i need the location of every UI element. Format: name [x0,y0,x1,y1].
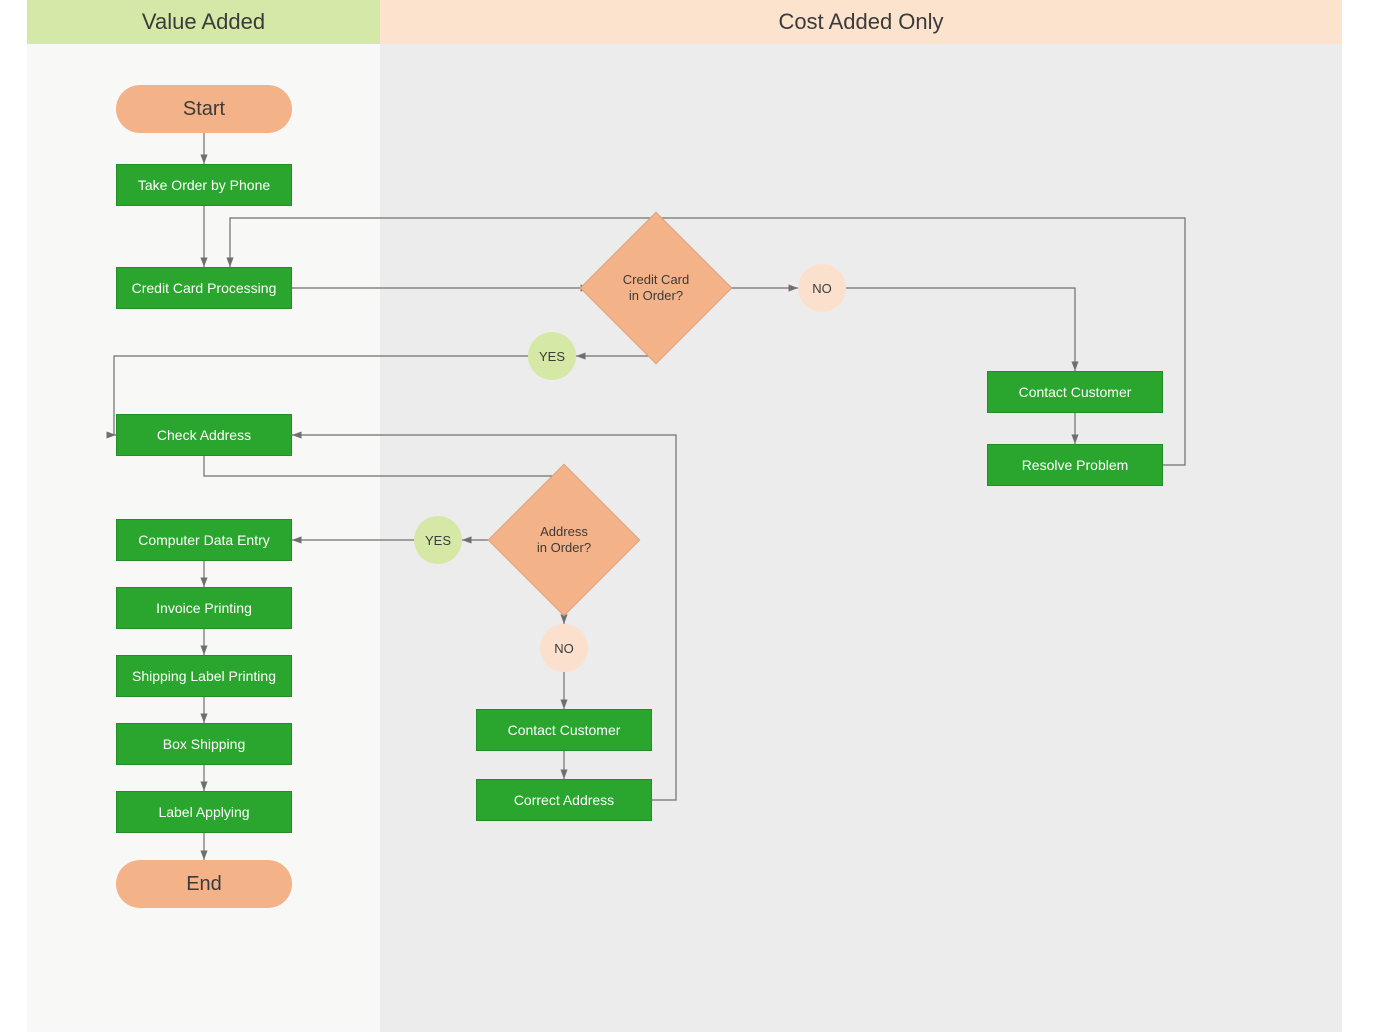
node-label: NO [812,281,832,296]
node-label: Box Shipping [163,736,246,752]
node-label: Computer Data Entry [138,532,270,548]
node-addr_yes: YES [414,516,462,564]
node-cc_no: NO [798,264,846,312]
lane-title: Cost Added Only [778,9,943,35]
node-data_entry: Computer Data Entry [116,519,292,561]
node-label: Resolve Problem [1022,457,1129,473]
node-take_order: Take Order by Phone [116,164,292,206]
node-label: NO [554,641,574,656]
node-cc_yes: YES [528,332,576,380]
node-check_addr: Check Address [116,414,292,456]
flowchart-canvas: Value Added Cost Added Only Start Take Or… [0,0,1375,1032]
node-label: Credit Card Processing [132,280,277,296]
node-label: Label Applying [158,804,249,820]
node-start: Start [116,85,292,133]
node-cc_proc: Credit Card Processing [116,267,292,309]
node-label: Contact Customer [1019,384,1132,400]
node-label: YES [425,533,451,548]
node-label: Start [183,98,225,121]
node-label: Take Order by Phone [138,177,270,193]
lane-header-value-added: Value Added [27,0,380,44]
node-label: Correct Address [514,792,614,808]
node-contact1: Contact Customer [987,371,1163,413]
node-addr_decision: Addressin Order? [510,486,618,594]
lane-header-cost-added: Cost Added Only [380,0,1342,44]
node-addr_no: NO [540,624,588,672]
node-end: End [116,860,292,908]
node-label_apply: Label Applying [116,791,292,833]
node-cc_decision: Credit Cardin Order? [602,234,710,342]
lane-title: Value Added [142,9,265,35]
node-resolve: Resolve Problem [987,444,1163,486]
node-label: Addressin Order? [537,524,591,557]
node-invoice: Invoice Printing [116,587,292,629]
node-label: Check Address [157,427,251,443]
node-label: Invoice Printing [156,600,252,616]
node-correct_addr: Correct Address [476,779,652,821]
node-label: Shipping Label Printing [132,668,276,684]
node-box_ship: Box Shipping [116,723,292,765]
node-label: End [186,873,222,896]
node-label: Credit Cardin Order? [623,272,689,305]
node-ship_label: Shipping Label Printing [116,655,292,697]
node-contact2: Contact Customer [476,709,652,751]
node-label: YES [539,349,565,364]
node-label: Contact Customer [508,722,621,738]
